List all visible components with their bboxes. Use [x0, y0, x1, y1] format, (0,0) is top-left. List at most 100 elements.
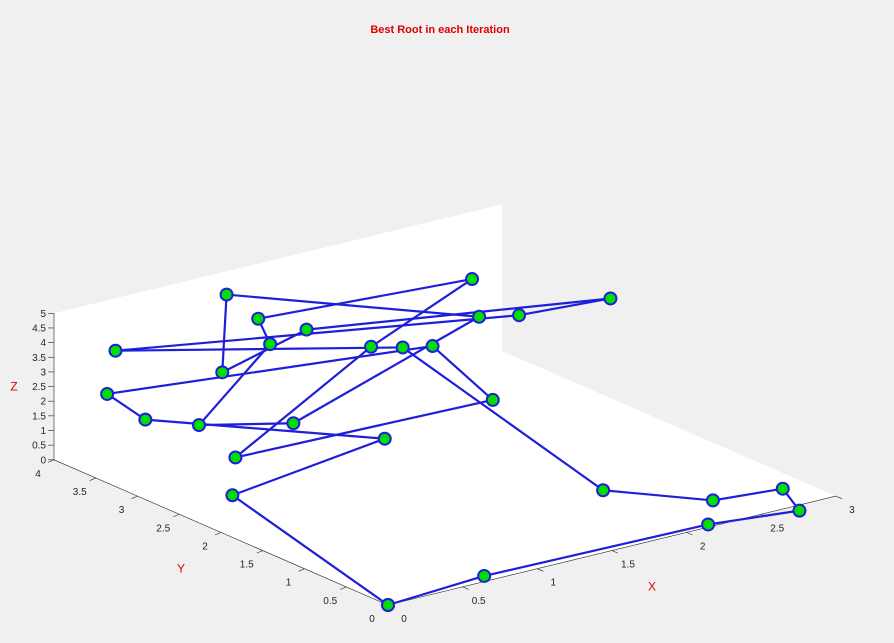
x-tick-mark: [537, 568, 544, 572]
x-tick-label: 1: [551, 578, 557, 589]
axes: [53, 204, 836, 606]
z-tick-label: 0.5: [32, 441, 46, 452]
y-tick-label: 1.5: [240, 560, 254, 571]
x-axis-label: X: [648, 580, 656, 594]
data-point: [225, 488, 240, 503]
z-tick-label: 0: [40, 455, 46, 466]
z-tick-label: 2.5: [32, 382, 46, 393]
data-point: [191, 418, 206, 433]
data-point: [263, 337, 278, 352]
data-point: [251, 311, 266, 326]
x-tick-mark: [462, 586, 469, 590]
series-segment: [292, 315, 480, 425]
data-point: [425, 339, 440, 354]
data-point: [381, 598, 395, 612]
y-tick-label: 1: [286, 578, 292, 589]
series-segment: [226, 293, 480, 318]
data-point: [705, 493, 720, 508]
y-tick-label: 0: [369, 614, 375, 625]
y-tick-mark: [89, 477, 96, 481]
data-point: [108, 343, 123, 358]
series-segment: [198, 343, 271, 426]
x-tick-label: 3: [849, 505, 855, 516]
data-point: [215, 365, 230, 380]
data-point: [299, 322, 314, 337]
series-segment: [231, 494, 389, 606]
series-segment: [235, 398, 494, 459]
y-tick-mark: [214, 532, 222, 536]
y-tick-mark: [298, 568, 305, 572]
data-point: [228, 450, 243, 465]
series-segment: [234, 345, 372, 459]
y-tick-label: 4: [35, 469, 41, 480]
z-axis-label: Z: [10, 380, 17, 394]
data-point: [603, 291, 618, 306]
x-tick-label: 2.5: [770, 523, 784, 534]
y-tick-label: 3: [119, 505, 125, 516]
series-segment: [258, 277, 473, 320]
y-tick-label: 2: [202, 541, 208, 552]
z-tick-label: 4.5: [32, 323, 46, 334]
z-tick-label: 3.5: [32, 353, 46, 364]
data-point: [477, 568, 492, 583]
data-point: [775, 481, 790, 496]
data-point: [485, 392, 500, 407]
data-point: [219, 287, 234, 302]
x-tick-mark: [611, 550, 619, 554]
z-tick-label: 4: [40, 338, 46, 349]
data-point: [596, 483, 611, 498]
axes-floor-panel: [54, 350, 836, 605]
series-segment: [370, 278, 473, 348]
data-point: [377, 431, 392, 446]
data-point: [465, 272, 480, 287]
data-point: [792, 503, 807, 518]
y-axis-label: Y: [177, 561, 185, 575]
data-point: [701, 517, 716, 532]
z-tick-label: 1: [40, 426, 46, 437]
series-segment: [198, 422, 294, 427]
series-best-root: [100, 272, 807, 612]
data-point: [395, 340, 410, 355]
series-segment: [306, 297, 611, 331]
x-tick-mark: [686, 532, 693, 536]
series-segment: [145, 418, 385, 440]
z-tick-label: 3: [40, 367, 46, 378]
data-point: [100, 386, 115, 401]
z-tick-label: 1.5: [32, 411, 46, 422]
chart-title: Best Root in each Iteration: [370, 24, 510, 36]
series-segment: [518, 297, 611, 317]
series-segment: [387, 574, 485, 607]
y-tick-mark: [131, 495, 138, 499]
x-tick-label: 1.5: [621, 560, 635, 571]
tick-labels: 0 0.5 1 1.5 2 2.5 3 0 0.5 1 1.5 2 2.5 3 3.5 4 0 0.5 1 1.5 2 2…: [32, 309, 855, 625]
y-tick-label: 0.5: [323, 596, 337, 607]
series-segment: [115, 346, 403, 352]
series-segment: [431, 345, 494, 401]
z-tick-label: 2: [40, 397, 46, 408]
data-point: [286, 416, 301, 431]
series-segment: [106, 344, 433, 396]
series-segment: [602, 489, 714, 502]
data-point: [512, 308, 527, 323]
x-tick-label: 0.5: [472, 596, 486, 607]
series-segment: [402, 346, 604, 492]
x-tick-label: 2: [700, 541, 706, 552]
series-segment: [106, 393, 146, 421]
series-segment: [712, 487, 783, 502]
series-segment: [707, 509, 800, 526]
data-point: [364, 339, 379, 354]
x-tick-mark: [835, 495, 843, 499]
y-tick-label: 3.5: [73, 487, 87, 498]
y-tick-mark: [47, 459, 55, 463]
series-segment: [232, 437, 386, 497]
x-tick-label: 0: [401, 614, 407, 625]
series-segment: [115, 314, 520, 352]
series-segment: [221, 328, 308, 374]
y-tick-mark: [256, 550, 263, 554]
y-tick-mark: [173, 513, 180, 518]
data-point: [138, 412, 153, 427]
y-tick-label: 2.5: [156, 523, 170, 534]
z-tick-label: 5: [40, 309, 46, 320]
y-tick-mark: [340, 586, 347, 590]
